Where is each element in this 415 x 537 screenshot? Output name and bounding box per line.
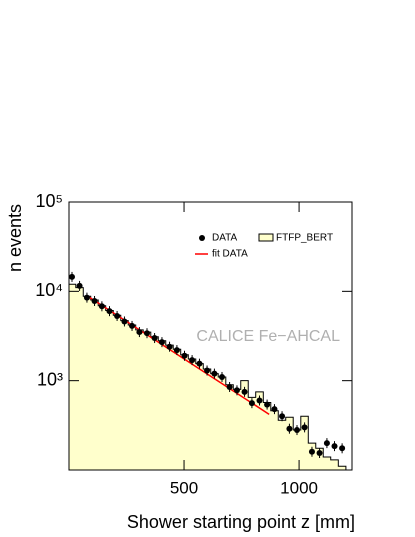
annotation: CALICE Fe−AHCAL bbox=[196, 328, 340, 345]
legend-label: FTFP_BERT bbox=[276, 233, 333, 244]
plot-frame bbox=[68, 201, 353, 471]
data-point bbox=[121, 318, 128, 325]
data-point bbox=[331, 443, 338, 450]
data-point bbox=[98, 303, 105, 310]
legend-label: fit DATA bbox=[212, 249, 248, 260]
data-point bbox=[211, 370, 218, 377]
data-point bbox=[271, 406, 278, 413]
data-point bbox=[91, 297, 98, 304]
data-point bbox=[136, 329, 143, 336]
data-point bbox=[264, 401, 271, 408]
legend-label: DATA bbox=[212, 233, 238, 244]
y-axis-label: n events bbox=[5, 204, 25, 272]
data-point bbox=[339, 445, 346, 452]
data-point bbox=[308, 448, 315, 455]
data-point bbox=[241, 388, 248, 395]
data-point bbox=[143, 330, 150, 337]
data-point bbox=[301, 424, 308, 431]
data-point bbox=[323, 440, 330, 447]
data-point bbox=[189, 357, 196, 364]
data-point bbox=[279, 413, 286, 420]
data-point bbox=[83, 294, 90, 301]
data-point bbox=[173, 347, 180, 354]
data-point bbox=[76, 282, 83, 289]
data-point bbox=[316, 449, 323, 456]
data-point bbox=[248, 400, 255, 407]
data-point bbox=[196, 360, 203, 367]
data-point bbox=[233, 387, 240, 394]
data-point bbox=[181, 352, 188, 359]
x-tick-label: 1000 bbox=[280, 478, 318, 497]
y-tick-label: 10⁵ bbox=[36, 191, 63, 211]
data-point bbox=[256, 397, 263, 404]
data-point bbox=[158, 339, 165, 346]
data-point bbox=[114, 312, 121, 319]
data-point bbox=[226, 383, 233, 390]
legend-marker bbox=[199, 235, 205, 241]
data-point bbox=[151, 335, 158, 342]
x-axis-label: Shower starting point z [mm] bbox=[127, 512, 355, 532]
legend-marker bbox=[258, 233, 274, 242]
y-tick-label: 10⁴ bbox=[35, 280, 63, 300]
data-point bbox=[68, 273, 75, 280]
x-tick-label: 500 bbox=[170, 478, 198, 497]
data-point bbox=[129, 322, 136, 329]
data-point bbox=[294, 427, 301, 434]
data-point bbox=[286, 425, 293, 432]
data-point bbox=[106, 308, 113, 315]
data-point bbox=[219, 373, 226, 380]
data-point bbox=[166, 343, 173, 350]
y-tick-label: 10³ bbox=[37, 369, 63, 389]
data-point bbox=[204, 367, 211, 374]
